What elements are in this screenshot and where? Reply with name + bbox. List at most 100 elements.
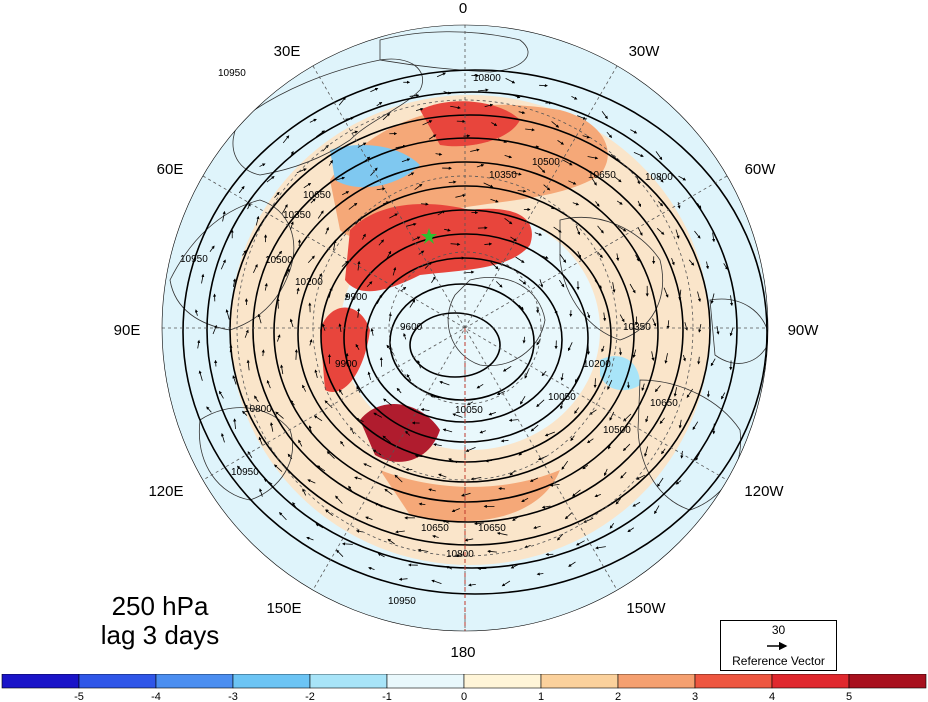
wind-vector [614, 176, 622, 183]
wind-vector [504, 155, 513, 159]
wind-vector [595, 546, 606, 550]
wind-vector [328, 159, 333, 166]
wind-vector [620, 471, 627, 479]
wind-vector [406, 373, 412, 381]
wind-vector [306, 536, 314, 541]
lon-label-60e: 60E [157, 161, 184, 178]
wind-vector [464, 538, 474, 542]
wind-vector [370, 167, 378, 176]
wind-vector [275, 411, 284, 419]
wind-vector [637, 226, 643, 236]
wind-vector [541, 370, 547, 377]
green-star-marker [421, 228, 437, 244]
wind-vector [266, 175, 275, 183]
colorbar-box [309, 674, 388, 689]
wind-vector [496, 391, 506, 396]
wind-vector [535, 306, 540, 314]
wind-vector [515, 256, 525, 263]
lon-label-120w: 120W [744, 483, 784, 500]
wind-vector [253, 263, 258, 273]
wind-vector [712, 423, 716, 435]
contour-label: 10950 [218, 68, 246, 79]
wind-vectors [194, 72, 734, 587]
wind-vector [594, 494, 601, 498]
wind-vector [470, 476, 482, 481]
wind-vector [616, 200, 623, 205]
wind-vector [296, 287, 300, 295]
wind-vector [710, 293, 715, 304]
wind-vector [587, 311, 591, 319]
contour-label: 10800 [473, 73, 501, 84]
shading-layer [230, 95, 710, 565]
wind-vector [517, 189, 527, 193]
wind-vector [198, 370, 203, 381]
wind-vector [285, 268, 290, 277]
wind-vector [400, 286, 407, 292]
contour-label: 10800 [244, 404, 272, 415]
wind-vector [657, 477, 664, 487]
wind-vector [367, 371, 372, 381]
wind-vector [368, 566, 375, 571]
wind-vector [657, 175, 664, 183]
wind-vector [645, 415, 649, 423]
wind-vector [636, 474, 645, 480]
wind-vector [406, 222, 417, 227]
wind-vector [309, 118, 317, 123]
wind-vector [309, 338, 313, 346]
colorbar-tick-label: -4 [151, 691, 161, 702]
wind-vector [729, 327, 734, 337]
colorbar-box [78, 674, 157, 689]
wind-vector [197, 339, 201, 349]
wind-vector [263, 479, 273, 485]
contour-label: 9900 [345, 292, 368, 303]
wind-vector [428, 488, 436, 492]
wind-vector [370, 87, 379, 93]
wind-vector [617, 226, 627, 232]
wind-vector [244, 329, 249, 338]
contour-label: 10650 [303, 190, 331, 201]
wind-vector [484, 103, 494, 107]
positive-east-asia [360, 403, 440, 462]
wind-vector [623, 413, 632, 422]
wind-vector [409, 93, 420, 98]
wind-vector [264, 282, 268, 291]
colorbar-tick-label: -2 [305, 691, 315, 702]
wind-vector [673, 387, 678, 397]
wind-vector [601, 345, 605, 353]
wind-vector [338, 389, 344, 395]
wind-vector [247, 451, 253, 458]
wind-vector [277, 334, 281, 342]
wind-vector [428, 134, 437, 140]
wind-vector [637, 200, 642, 208]
wind-vector [504, 218, 513, 225]
wind-vector [201, 273, 205, 284]
positive-core-europe [345, 204, 532, 292]
wind-vector [511, 172, 522, 176]
wind-vector [451, 508, 460, 513]
wind-vector [362, 233, 366, 240]
wind-vector [444, 228, 451, 232]
wind-vector [508, 418, 518, 422]
wind-vector [678, 289, 682, 301]
colorbar-tick-label: -1 [382, 691, 392, 702]
wind-vector [538, 254, 549, 259]
wind-vector [385, 250, 392, 261]
wind-vector [675, 480, 682, 485]
contour-label: 10350 [283, 210, 311, 221]
wind-vector [495, 281, 503, 288]
positive-arc-north [330, 104, 608, 238]
wind-vector [518, 304, 524, 311]
wind-vector [487, 549, 497, 554]
wind-vector [366, 281, 373, 288]
lon-label-30w: 30W [629, 43, 661, 60]
wind-vector [418, 502, 426, 506]
wind-vector [525, 128, 535, 132]
wind-vector [363, 463, 372, 468]
wind-vector [512, 94, 521, 99]
wind-vector [684, 322, 688, 331]
wind-vector [583, 517, 594, 523]
wind-vector [297, 239, 302, 247]
wind-vector [307, 479, 316, 484]
wind-vector [539, 279, 544, 288]
wind-vector [386, 344, 394, 354]
